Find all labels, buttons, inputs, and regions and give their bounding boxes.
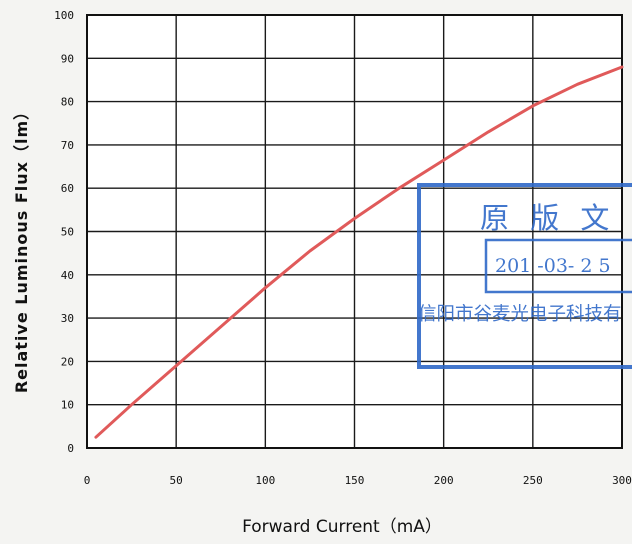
y-tick-label: 80	[61, 96, 74, 109]
series-line	[94, 65, 624, 439]
stamp-date-box	[484, 238, 632, 294]
y-tick-label: 20	[61, 355, 74, 368]
y-tick-label: 50	[61, 226, 74, 239]
grid	[86, 14, 623, 449]
y-tick-label: 100	[54, 9, 74, 22]
stamp-title: 原 版 文	[480, 201, 615, 235]
y-tick-label: 60	[61, 182, 74, 195]
y-tick-label: 10	[61, 399, 74, 412]
y-axis-label: Relative Luminous Flux（lm）	[12, 103, 31, 393]
y-tick-label: 40	[61, 269, 74, 282]
series-layer	[94, 65, 624, 439]
stamp-outer-border	[417, 183, 632, 369]
x-tick-label: 150	[345, 474, 365, 487]
y-tick-label: 30	[61, 312, 74, 325]
stamp-company: 信阳市谷麦光电子科技有	[418, 304, 622, 325]
y-tick-label: 70	[61, 139, 74, 152]
y-tick-label: 90	[61, 52, 74, 65]
plot-frame	[86, 14, 623, 449]
x-tick-label: 0	[84, 474, 91, 487]
y-axis-ticks: 0 10 20 30 40 50 60 70 80 90 100	[54, 9, 74, 455]
x-tick-label: 200	[434, 474, 454, 487]
y-tick-label: 0	[67, 442, 74, 455]
x-tick-label: 250	[523, 474, 543, 487]
x-tick-label: 50	[170, 474, 183, 487]
approval-stamp: 原 版 文 201 -03- 2 5 信阳市谷麦光电子科技有	[417, 183, 632, 369]
x-tick-label: 100	[255, 474, 275, 487]
x-tick-label: 300	[612, 474, 632, 487]
stamp-date: 201 -03- 2 5	[495, 255, 611, 277]
x-axis-label: Forward Current（mA）	[242, 517, 442, 537]
x-axis-ticks: 0 50 100 150 200 250 300	[84, 474, 632, 487]
